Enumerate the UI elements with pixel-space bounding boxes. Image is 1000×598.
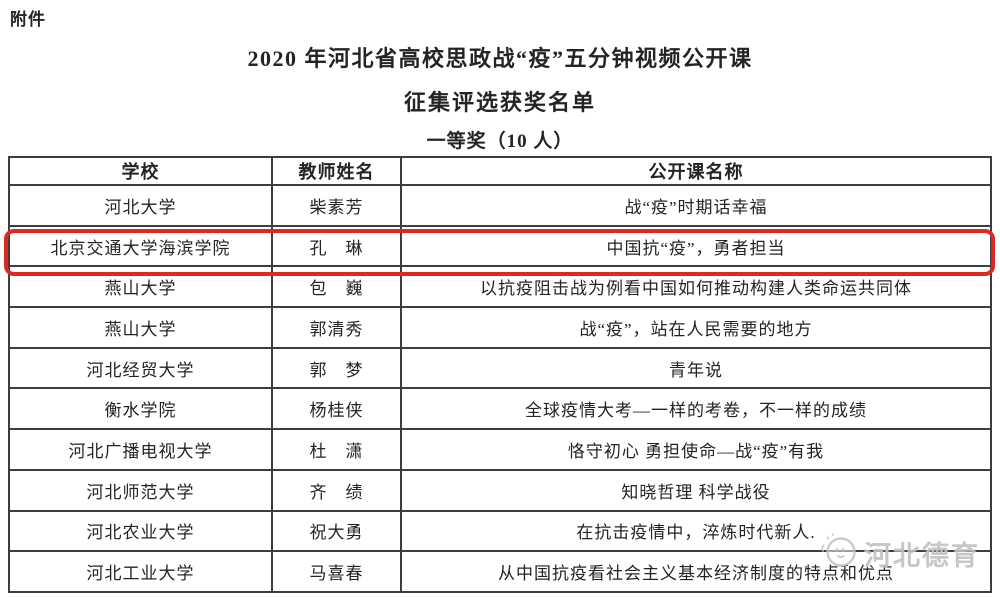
teacher-cell: 柴素芳 xyxy=(271,184,402,227)
teacher-cell: 齐 绩 xyxy=(271,468,402,512)
table-row: 河北经贸大学 郭 梦 青年说 xyxy=(8,346,992,390)
table-row: 河北农业大学 祝大勇 在抗击疫情中，淬炼时代新人. xyxy=(8,509,992,553)
table-row: 河北大学 柴素芳 战“疫”时期话幸福 xyxy=(8,184,992,227)
course-cell: 中国抗“疫”，勇者担当 xyxy=(400,224,992,268)
course-cell: 全球疫情大考—一样的考卷，不一样的成绩 xyxy=(400,387,992,431)
school-cell: 河北广播电视大学 xyxy=(8,428,273,471)
award-table: 学校 教师姓名 公开课名称 河北大学 柴素芳 战“疫”时期话幸福 北京交通大学海… xyxy=(8,156,992,593)
teacher-cell: 杨桂侠 xyxy=(271,387,402,431)
doc-title-line2: 征集评选获奖名单 xyxy=(403,90,596,115)
school-cell: 衡水学院 xyxy=(8,387,273,431)
table-row: 衡水学院 杨桂侠 全球疫情大考—一样的考卷，不一样的成绩 xyxy=(8,387,992,431)
teacher-cell: 郭清秀 xyxy=(271,306,402,349)
school-cell: 河北经贸大学 xyxy=(8,346,273,390)
attachment-label: 附件 xyxy=(10,10,46,29)
header-course: 公开课名称 xyxy=(400,156,992,186)
course-cell: 知晓哲理 科学战役 xyxy=(400,468,992,512)
course-cell: 以抗疫阻击战为例看中国如何推动构建人类命运共同体 xyxy=(400,265,992,309)
header-teacher: 教师姓名 xyxy=(271,156,402,186)
table-row: 河北师范大学 齐 绩 知晓哲理 科学战役 xyxy=(8,468,992,512)
table-header-row: 学校 教师姓名 公开课名称 xyxy=(8,156,992,186)
course-cell: 战“疫”时期话幸福 xyxy=(400,184,992,227)
course-cell: 战“疫”，站在人民需要的地方 xyxy=(400,306,992,349)
school-cell: 河北大学 xyxy=(8,184,273,227)
award-tier-heading: 一等奖（10 人） xyxy=(426,131,574,152)
teacher-cell: 郭 梦 xyxy=(271,346,402,390)
teacher-cell: 祝大勇 xyxy=(271,509,402,553)
course-cell: 恪守初心 勇担使命—战“疫”有我 xyxy=(400,428,992,471)
table-row-highlighted: 北京交通大学海滨学院 孔 琳 中国抗“疫”，勇者担当 xyxy=(8,224,992,268)
school-cell: 河北农业大学 xyxy=(8,509,273,553)
teacher-cell: 包 巍 xyxy=(271,265,402,309)
course-cell: 从中国抗疫看社会主义基本经济制度的特点和优点 xyxy=(400,550,992,593)
school-cell: 河北师范大学 xyxy=(8,468,273,512)
teacher-cell: 马喜春 xyxy=(271,550,402,593)
doc-title-line1: 2020 年河北省高校思政战“疫”五分钟视频公开课 xyxy=(247,46,753,71)
teacher-cell: 孔 琳 xyxy=(271,224,402,268)
school-cell: 河北工业大学 xyxy=(8,550,273,593)
course-cell: 青年说 xyxy=(400,346,992,390)
table-row: 河北工业大学 马喜春 从中国抗疫看社会主义基本经济制度的特点和优点 xyxy=(8,550,992,593)
school-cell: 燕山大学 xyxy=(8,306,273,349)
header-school: 学校 xyxy=(8,156,273,186)
table-row: 燕山大学 郭清秀 战“疫”，站在人民需要的地方 xyxy=(8,306,992,349)
teacher-cell: 杜 潇 xyxy=(271,428,402,471)
table-row: 燕山大学 包 巍 以抗疫阻击战为例看中国如何推动构建人类命运共同体 xyxy=(8,265,992,309)
school-cell: 北京交通大学海滨学院 xyxy=(8,224,273,268)
table-row: 河北广播电视大学 杜 潇 恪守初心 勇担使命—战“疫”有我 xyxy=(8,428,992,471)
course-cell: 在抗击疫情中，淬炼时代新人. xyxy=(400,509,992,553)
school-cell: 燕山大学 xyxy=(8,265,273,309)
